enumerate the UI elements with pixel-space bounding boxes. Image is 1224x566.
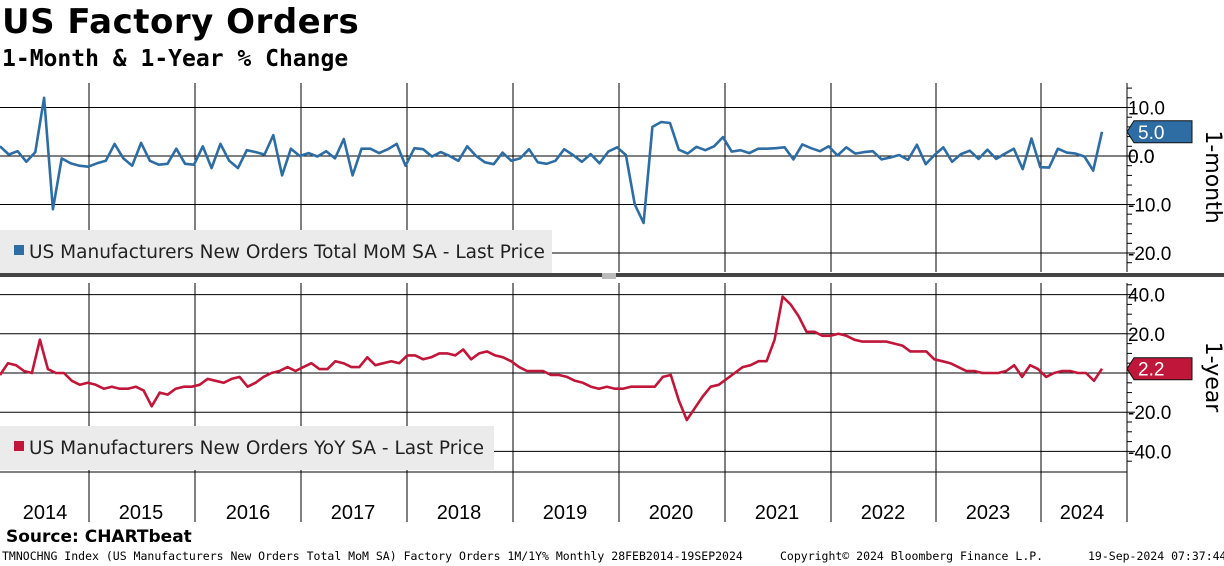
y-tick-label: 40.0 [1128, 286, 1165, 307]
panel-resize-handle [602, 273, 616, 279]
legend-swatch [14, 245, 24, 255]
x-tick-label: 2016 [226, 502, 271, 524]
x-tick-label: 2014 [23, 502, 68, 524]
y-tick-label: 0.0 [1128, 147, 1154, 168]
legend-swatch [14, 441, 24, 451]
legend-box [0, 230, 552, 274]
x-tick-label: 2024 [1060, 502, 1105, 524]
last-value-label: 5.0 [1138, 123, 1164, 144]
panel-label: 1-year [1200, 342, 1224, 414]
x-tick-label: 2018 [437, 502, 482, 524]
mom-series-line [0, 96, 1104, 225]
legend-label: US Manufacturers New Orders Total MoM SA… [29, 242, 545, 263]
x-tick-label: 2023 [966, 502, 1011, 524]
index-description: TMNOCHNG Index (US Manufacturers New Ord… [2, 549, 743, 563]
y-tick-label: 20.0 [1128, 325, 1165, 346]
last-value-label: 2.2 [1138, 360, 1164, 381]
y-tick-label-zero: 0.0 [1128, 147, 1154, 168]
chart-subtitle: 1-Month & 1-Year % Change [2, 46, 349, 72]
x-tick-label: 2022 [861, 502, 906, 524]
yoy-series-line [0, 295, 1104, 422]
x-tick-label: 2021 [755, 502, 800, 524]
x-tick-label: 2019 [543, 502, 588, 524]
timestamp: 19-Sep-2024 07:37:44 [1088, 549, 1224, 563]
chart-title: US Factory Orders [2, 2, 360, 42]
yoy-panel: 40.0 20.0 -20.0 -40.0 2.2 1-year US Manufactur… [0, 283, 1224, 472]
y-tick-label: -20.0 [1128, 244, 1171, 265]
copyright-text: Copyright© 2024 Bloomberg Finance L.P. [780, 549, 1044, 563]
y-tick-label: -20.0 [1128, 403, 1171, 424]
last-value-tag [1126, 120, 1193, 144]
x-tick-label: 2017 [331, 502, 376, 524]
legend-box [0, 426, 494, 470]
x-tick-label: 2015 [119, 502, 164, 524]
source-label: Source: CHARTbeat [6, 527, 192, 547]
panel-label: 1-month [1200, 130, 1224, 223]
x-tick-label: 2020 [649, 502, 694, 524]
last-value-tag [1126, 357, 1193, 381]
y-tick-label: -40.0 [1128, 442, 1171, 463]
legend-label: US Manufacturers New Orders YoY SA - Las… [29, 438, 484, 459]
y-tick-label: 10.0 [1128, 99, 1165, 120]
y-tick-label: -10.0 [1128, 196, 1171, 217]
